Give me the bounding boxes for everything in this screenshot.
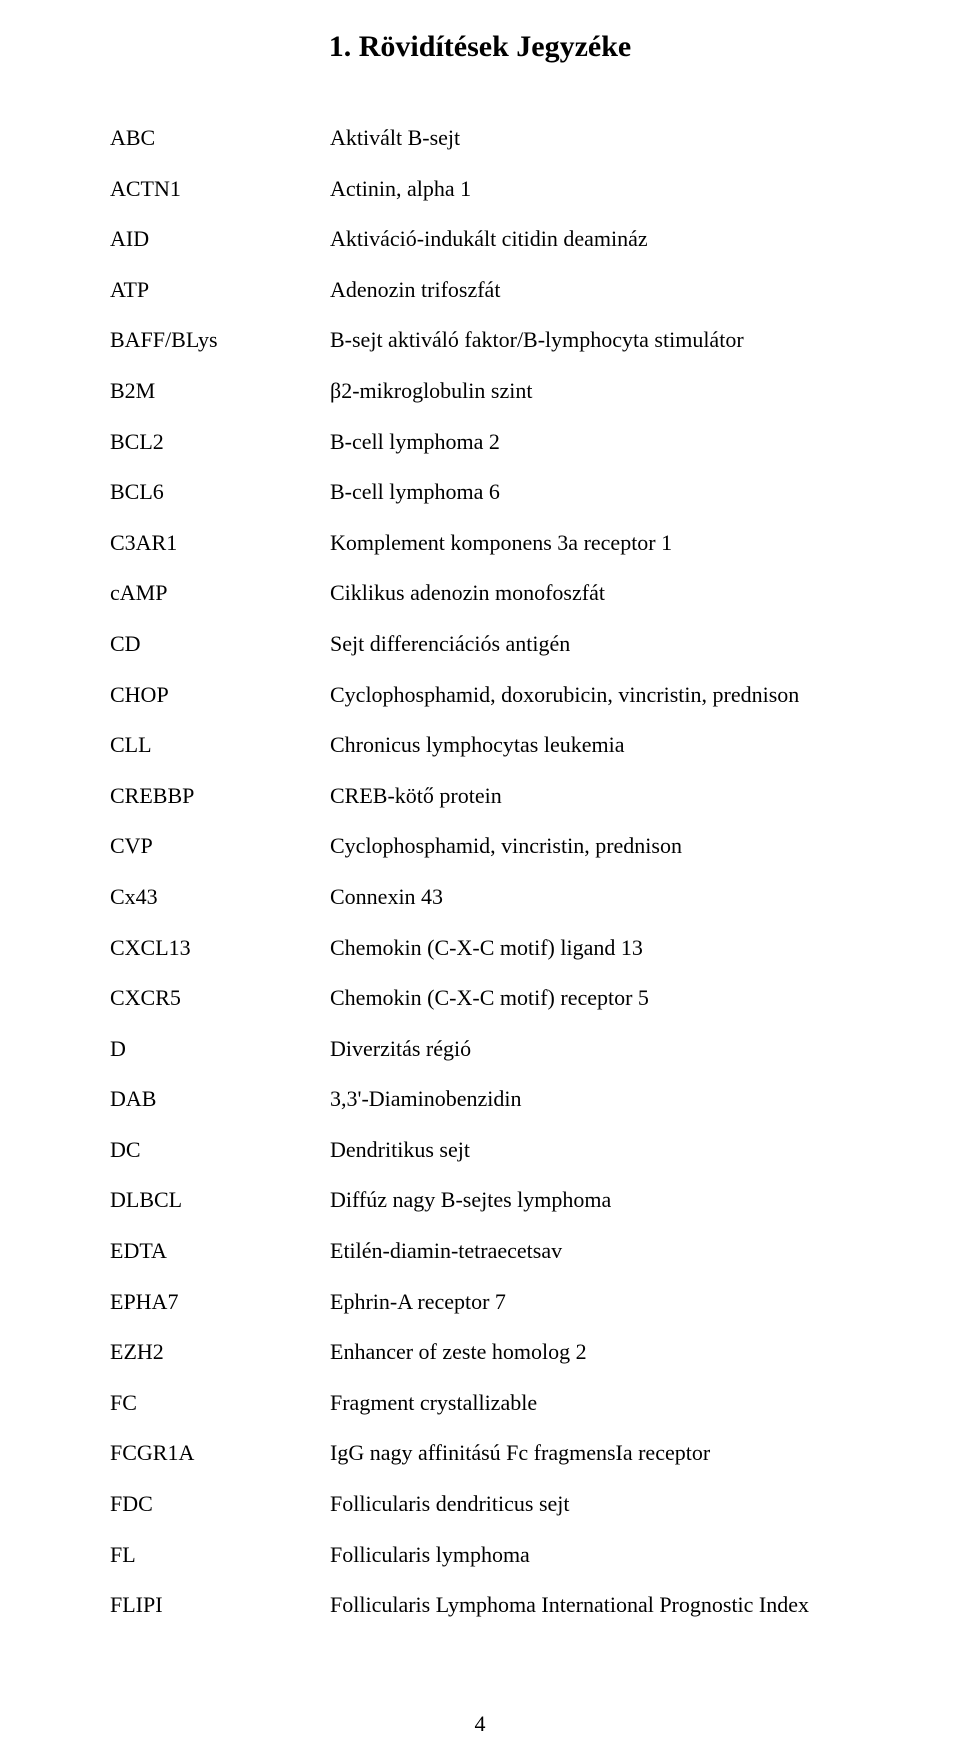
abbreviation-definition: Ephrin-A receptor 7 — [330, 1288, 850, 1317]
abbreviation-row: CXCL13Chemokin (C-X-C motif) ligand 13 — [110, 934, 850, 963]
abbreviation-term: CHOP — [110, 681, 330, 710]
abbreviation-row: Cx43Connexin 43 — [110, 883, 850, 912]
abbreviation-row: CHOPCyclophosphamid, doxorubicin, vincri… — [110, 681, 850, 710]
abbreviation-row: CVPCyclophosphamid, vincristin, predniso… — [110, 832, 850, 861]
abbreviation-definition: CREB-kötő protein — [330, 782, 850, 811]
abbreviation-definition: Diverzitás régió — [330, 1035, 850, 1064]
abbreviation-row: CLLChronicus lymphocytas leukemia — [110, 731, 850, 760]
abbreviation-term: FLIPI — [110, 1591, 330, 1620]
abbreviation-term: CVP — [110, 832, 330, 861]
abbreviation-row: ACTN1Actinin, alpha 1 — [110, 175, 850, 204]
abbreviation-term: ABC — [110, 124, 330, 153]
abbreviation-row: DLBCLDiffúz nagy B-sejtes lymphoma — [110, 1186, 850, 1215]
abbreviation-term: FL — [110, 1541, 330, 1570]
abbreviation-term: CXCR5 — [110, 984, 330, 1013]
abbreviation-definition: Follicularis lymphoma — [330, 1541, 850, 1570]
abbreviation-row: FDCFollicularis dendriticus sejt — [110, 1490, 850, 1519]
abbreviation-row: ATPAdenozin trifoszfát — [110, 276, 850, 305]
abbreviation-row: CDSejt differenciációs antigén — [110, 630, 850, 659]
abbreviation-definition: Enhancer of zeste homolog 2 — [330, 1338, 850, 1367]
abbreviation-term: EPHA7 — [110, 1288, 330, 1317]
abbreviation-term: BCL2 — [110, 428, 330, 457]
abbreviation-definition: Dendritikus sejt — [330, 1136, 850, 1165]
abbreviation-term: EZH2 — [110, 1338, 330, 1367]
abbreviation-row: BAFF/BLysB-sejt aktiváló faktor/B-lympho… — [110, 326, 850, 355]
abbreviation-term: D — [110, 1035, 330, 1064]
abbreviation-term: DC — [110, 1136, 330, 1165]
abbreviation-definition: Cyclophosphamid, vincristin, prednison — [330, 832, 850, 861]
abbreviation-term: CREBBP — [110, 782, 330, 811]
abbreviation-definition: Follicularis dendriticus sejt — [330, 1490, 850, 1519]
abbreviation-definition: Adenozin trifoszfát — [330, 276, 850, 305]
abbreviation-row: C3AR1Komplement komponens 3a receptor 1 — [110, 529, 850, 558]
abbreviation-definition: Connexin 43 — [330, 883, 850, 912]
abbreviation-row: FCGR1AIgG nagy affinitású Fc fragmensIa … — [110, 1439, 850, 1468]
abbreviation-term: CXCL13 — [110, 934, 330, 963]
abbreviation-definition: β2-mikroglobulin szint — [330, 377, 850, 406]
abbreviation-term: B2M — [110, 377, 330, 406]
abbreviation-term: DLBCL — [110, 1186, 330, 1215]
abbreviation-row: EZH2Enhancer of zeste homolog 2 — [110, 1338, 850, 1367]
page-title: 1. Rövidítések Jegyzéke — [110, 30, 850, 64]
abbreviation-term: ACTN1 — [110, 175, 330, 204]
abbreviation-row: BCL2B-cell lymphoma 2 — [110, 428, 850, 457]
abbreviation-definition: B-sejt aktiváló faktor/B-lymphocyta stim… — [330, 326, 850, 355]
abbreviation-row: ABCAktivált B-sejt — [110, 124, 850, 153]
abbreviation-row: DAB3,3'-Diaminobenzidin — [110, 1085, 850, 1114]
abbreviation-row: CREBBPCREB-kötő protein — [110, 782, 850, 811]
abbreviation-definition: Aktiváció-indukált citidin deamináz — [330, 225, 850, 254]
abbreviation-row: DDiverzitás régió — [110, 1035, 850, 1064]
abbreviation-term: DAB — [110, 1085, 330, 1114]
page-number: 4 — [0, 1711, 960, 1737]
abbreviation-list: ABCAktivált B-sejtACTN1Actinin, alpha 1A… — [110, 124, 850, 1620]
abbreviation-definition: B-cell lymphoma 6 — [330, 478, 850, 507]
abbreviation-definition: IgG nagy affinitású Fc fragmensIa recept… — [330, 1439, 850, 1468]
abbreviation-row: EDTAEtilén-diamin-tetraecetsav — [110, 1237, 850, 1266]
abbreviation-term: CD — [110, 630, 330, 659]
document-page: 1. Rövidítések Jegyzéke ABCAktivált B-se… — [0, 0, 960, 1757]
abbreviation-definition: Chemokin (C-X-C motif) ligand 13 — [330, 934, 850, 963]
abbreviation-definition: Cyclophosphamid, doxorubicin, vincristin… — [330, 681, 850, 710]
abbreviation-term: AID — [110, 225, 330, 254]
abbreviation-definition: Aktivált B-sejt — [330, 124, 850, 153]
abbreviation-term: FDC — [110, 1490, 330, 1519]
abbreviation-definition: 3,3'-Diaminobenzidin — [330, 1085, 850, 1114]
abbreviation-row: CXCR5Chemokin (C-X-C motif) receptor 5 — [110, 984, 850, 1013]
abbreviation-definition: Follicularis Lymphoma International Prog… — [330, 1591, 850, 1620]
abbreviation-row: AIDAktiváció-indukált citidin deamináz — [110, 225, 850, 254]
abbreviation-definition: Diffúz nagy B-sejtes lymphoma — [330, 1186, 850, 1215]
abbreviation-definition: Fragment crystallizable — [330, 1389, 850, 1418]
abbreviation-row: FCFragment crystallizable — [110, 1389, 850, 1418]
abbreviation-term: C3AR1 — [110, 529, 330, 558]
abbreviation-term: cAMP — [110, 579, 330, 608]
abbreviation-definition: Ciklikus adenozin monofoszfát — [330, 579, 850, 608]
abbreviation-term: FC — [110, 1389, 330, 1418]
abbreviation-row: cAMPCiklikus adenozin monofoszfát — [110, 579, 850, 608]
abbreviation-row: B2Mβ2-mikroglobulin szint — [110, 377, 850, 406]
abbreviation-definition: Chronicus lymphocytas leukemia — [330, 731, 850, 760]
abbreviation-term: CLL — [110, 731, 330, 760]
abbreviation-term: BCL6 — [110, 478, 330, 507]
abbreviation-definition: Actinin, alpha 1 — [330, 175, 850, 204]
abbreviation-definition: Chemokin (C-X-C motif) receptor 5 — [330, 984, 850, 1013]
abbreviation-row: DCDendritikus sejt — [110, 1136, 850, 1165]
abbreviation-definition: Etilén-diamin-tetraecetsav — [330, 1237, 850, 1266]
abbreviation-term: ATP — [110, 276, 330, 305]
abbreviation-row: FLIPIFollicularis Lymphoma International… — [110, 1591, 850, 1620]
abbreviation-row: BCL6B-cell lymphoma 6 — [110, 478, 850, 507]
abbreviation-definition: Komplement komponens 3a receptor 1 — [330, 529, 850, 558]
abbreviation-term: BAFF/BLys — [110, 326, 330, 355]
abbreviation-term: EDTA — [110, 1237, 330, 1266]
abbreviation-row: FLFollicularis lymphoma — [110, 1541, 850, 1570]
abbreviation-term: FCGR1A — [110, 1439, 330, 1468]
abbreviation-definition: B-cell lymphoma 2 — [330, 428, 850, 457]
abbreviation-definition: Sejt differenciációs antigén — [330, 630, 850, 659]
abbreviation-row: EPHA7Ephrin-A receptor 7 — [110, 1288, 850, 1317]
abbreviation-term: Cx43 — [110, 883, 330, 912]
